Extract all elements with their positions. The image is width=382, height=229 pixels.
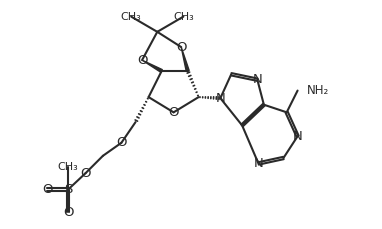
Text: N: N	[254, 157, 263, 170]
Text: O: O	[42, 183, 53, 196]
Text: NH₂: NH₂	[308, 84, 330, 97]
Polygon shape	[181, 47, 189, 71]
Polygon shape	[142, 60, 162, 72]
Text: O: O	[80, 167, 91, 180]
Text: O: O	[168, 106, 179, 119]
Text: O: O	[176, 41, 186, 54]
Text: O: O	[137, 54, 147, 67]
Text: N: N	[253, 73, 262, 86]
Text: O: O	[116, 136, 127, 149]
Text: O: O	[63, 206, 73, 219]
Text: N: N	[215, 92, 225, 105]
Text: N: N	[293, 130, 303, 143]
Text: CH₃: CH₃	[173, 12, 194, 22]
Text: S: S	[64, 183, 72, 196]
Text: CH₃: CH₃	[121, 12, 142, 22]
Text: CH₃: CH₃	[58, 162, 78, 172]
